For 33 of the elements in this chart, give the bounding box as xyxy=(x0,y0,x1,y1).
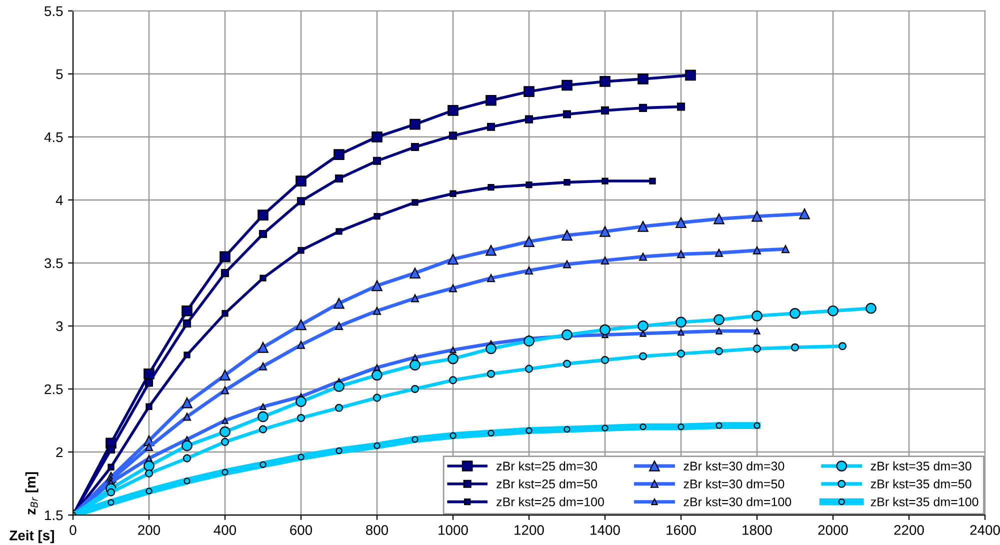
x-axis-title: Zeit [s] xyxy=(10,530,54,544)
x-tick-label: 600 xyxy=(290,525,312,535)
y-axis-title: z$_{Br}$ [m] xyxy=(25,472,38,514)
x-tick-label: 400 xyxy=(214,525,236,535)
y-tick-label: 5 xyxy=(56,69,63,80)
x-tick-label: 1800 xyxy=(742,525,772,535)
legend-label: zBr kst=25 dm=50 xyxy=(496,479,598,488)
x-tick-label: 2400 xyxy=(970,525,1000,535)
x-tick-label: 1000 xyxy=(438,525,468,535)
legend-label: zBr kst=35 dm=50 xyxy=(870,479,972,488)
x-tick-label: 1600 xyxy=(666,525,696,535)
legend-label: zBr kst=30 dm=100 xyxy=(684,497,792,506)
y-tick-label: 4.5 xyxy=(44,132,63,142)
x-tick-label: 200 xyxy=(138,525,160,535)
legend-label: zBr kst=25 dm=100 xyxy=(496,497,604,506)
y-tick-label: 5.5 xyxy=(44,6,63,16)
legend-label: zBr kst=35 dm=30 xyxy=(870,461,972,470)
x-tick-label: 1200 xyxy=(514,525,544,535)
x-tick-label: 2200 xyxy=(894,525,924,535)
x-tick-label: 2000 xyxy=(818,525,848,535)
y-tick-label: 2.5 xyxy=(44,384,63,394)
y-tick-label: 3 xyxy=(56,321,63,332)
legend-label: zBr kst=35 dm=100 xyxy=(870,497,978,506)
legend-label: zBr kst=30 dm=50 xyxy=(684,479,784,488)
x-tick-label: 0 xyxy=(70,525,76,535)
legend-label: zBr kst=25 dm=30 xyxy=(496,461,598,470)
y-tick-label: 4 xyxy=(56,195,63,205)
x-tick-label: 800 xyxy=(366,525,388,535)
y-tick-label: 1.5 xyxy=(45,510,63,520)
y-tick-label: 2 xyxy=(56,447,63,458)
y-tick-label: 3.5 xyxy=(44,258,63,268)
x-tick-label: 1400 xyxy=(590,525,620,535)
legend-label: zBr kst=30 dm=30 xyxy=(684,461,784,470)
